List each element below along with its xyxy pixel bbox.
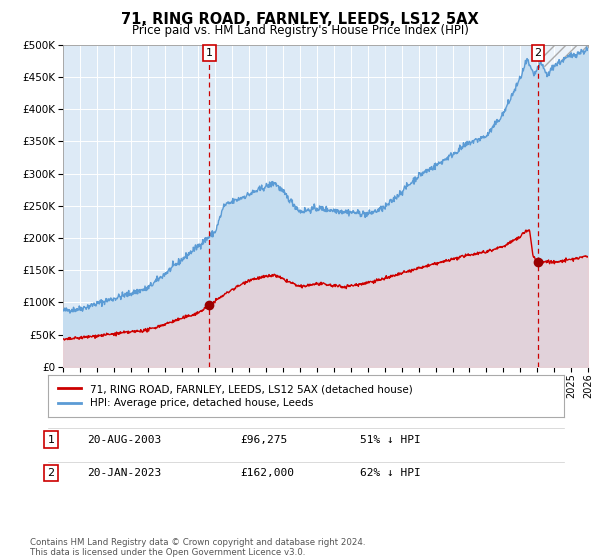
Bar <box>538 45 588 367</box>
Text: 71, RING ROAD, FARNLEY, LEEDS, LS12 5AX: 71, RING ROAD, FARNLEY, LEEDS, LS12 5AX <box>121 12 479 27</box>
Text: 20-JAN-2023: 20-JAN-2023 <box>87 468 161 478</box>
Text: 1: 1 <box>47 435 55 445</box>
Text: 51% ↓ HPI: 51% ↓ HPI <box>360 435 421 445</box>
Text: £96,275: £96,275 <box>240 435 287 445</box>
Text: 1: 1 <box>206 48 213 58</box>
Bar <box>538 45 588 367</box>
Text: 2: 2 <box>47 468 55 478</box>
Text: Contains HM Land Registry data © Crown copyright and database right 2024.
This d: Contains HM Land Registry data © Crown c… <box>30 538 365 557</box>
Legend: 71, RING ROAD, FARNLEY, LEEDS, LS12 5AX (detached house), HPI: Average price, de: 71, RING ROAD, FARNLEY, LEEDS, LS12 5AX … <box>58 384 412 408</box>
Text: Price paid vs. HM Land Registry's House Price Index (HPI): Price paid vs. HM Land Registry's House … <box>131 24 469 36</box>
Text: 2: 2 <box>535 48 542 58</box>
Text: 62% ↓ HPI: 62% ↓ HPI <box>360 468 421 478</box>
Text: £162,000: £162,000 <box>240 468 294 478</box>
Text: 20-AUG-2003: 20-AUG-2003 <box>87 435 161 445</box>
